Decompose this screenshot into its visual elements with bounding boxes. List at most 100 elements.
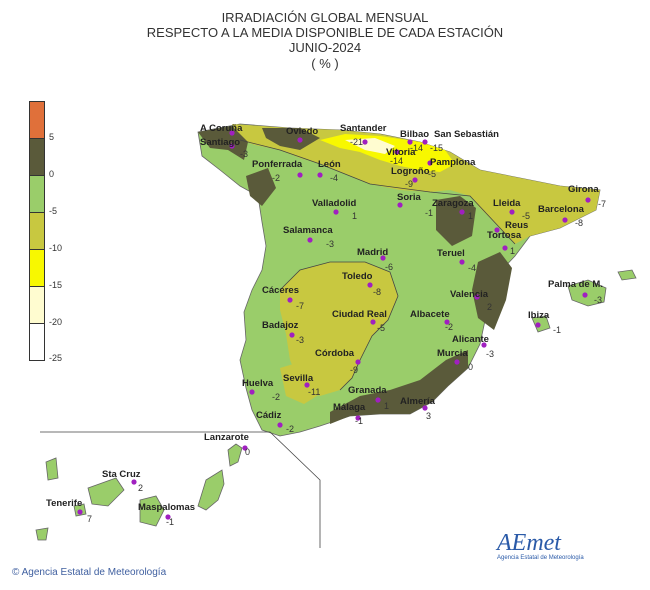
- canary-inset-frame: [40, 431, 321, 548]
- station-name: Almería: [400, 396, 436, 407]
- station-marker: [77, 509, 83, 515]
- olive-zone-center: [280, 262, 398, 396]
- legend-tick: -20: [49, 317, 63, 327]
- station-marker: [535, 322, 541, 328]
- station-marker: [585, 197, 591, 203]
- station-marker: [481, 342, 487, 348]
- station-name: Pamplona: [430, 157, 476, 168]
- station-marker: [562, 217, 568, 223]
- station-value: 2: [487, 302, 492, 312]
- logo-text: AEmet: [497, 530, 561, 556]
- station-name: Madrid: [357, 247, 388, 258]
- station-value: -1: [355, 416, 363, 426]
- station-name: Sevilla: [283, 373, 314, 384]
- station-value: 3: [426, 411, 431, 421]
- station-name: Córdoba: [315, 348, 355, 359]
- legend-tick: -5: [49, 206, 58, 216]
- station-marker: [304, 382, 310, 388]
- station-marker: [355, 415, 361, 421]
- station-value: -9: [350, 365, 358, 375]
- legend-swatch-7: [29, 324, 45, 361]
- station-name: San Sebastián: [434, 129, 499, 140]
- canary-el-hierro: [35, 527, 49, 541]
- station-name: Logroño: [391, 166, 430, 177]
- station-value: -7: [296, 301, 304, 311]
- station-value: -2: [445, 322, 453, 332]
- map-title-line1: IRRADIACIÓN GLOBAL MENSUAL: [221, 10, 429, 25]
- station-name: Lanzarote: [204, 432, 249, 443]
- dark-zone-galicia: [198, 126, 248, 160]
- station-name: Toledo: [342, 271, 373, 282]
- station-name: Bilbao: [400, 129, 429, 140]
- station-name: Vitoria: [386, 147, 416, 158]
- station-value: 1: [468, 211, 473, 221]
- station-marker: [412, 177, 418, 183]
- station-marker: [509, 209, 515, 215]
- station-value: -3: [326, 239, 334, 249]
- station-name: Valladolid: [312, 198, 357, 209]
- legend-swatch-2: [29, 139, 45, 176]
- canary-fuerteventura: [197, 469, 225, 511]
- station-marker: [582, 292, 588, 298]
- map-title-date: JUNIO-2024: [288, 40, 362, 55]
- station-value: 0: [245, 447, 250, 457]
- station-marker: [397, 202, 403, 208]
- station-marker: [165, 514, 171, 520]
- station-value: -15: [430, 143, 443, 153]
- station-marker: [380, 255, 386, 261]
- station-name: Cáceres: [262, 285, 299, 296]
- station-value: 0: [468, 362, 473, 372]
- station-value: 7: [87, 514, 92, 524]
- legend-swatch-3: [29, 176, 45, 213]
- station-name: Salamanca: [283, 225, 333, 236]
- isoline: [279, 261, 399, 391]
- legend-tick: 0: [49, 169, 55, 179]
- station-marker: [229, 130, 235, 136]
- canary-gran-canaria: [139, 495, 165, 527]
- station-name: A Coruña: [200, 123, 243, 134]
- footer-credit: © Agencia Estatal de Meteorología: [12, 567, 166, 578]
- station-value: -2: [286, 424, 294, 434]
- station-name: Lleida: [493, 198, 521, 209]
- station-marker: [454, 359, 460, 365]
- station-name: Ibiza: [528, 310, 550, 321]
- station-name: Palma de M.: [548, 279, 603, 290]
- station-name: Santiago: [200, 137, 240, 148]
- station-value: -8: [373, 287, 381, 297]
- station-marker: [407, 139, 413, 145]
- station-name: Málaga: [333, 402, 366, 413]
- legend-swatch-1: [29, 101, 45, 139]
- station-value: -9: [405, 179, 413, 189]
- pale-zone-north: [345, 138, 395, 154]
- station-marker: [459, 209, 465, 215]
- station-name: Santander: [340, 123, 387, 134]
- station-name: Valencia: [450, 289, 489, 300]
- station-marker: [297, 137, 303, 143]
- station-marker: [367, 282, 373, 288]
- station-value: -3: [240, 149, 248, 159]
- station-value: -5: [377, 323, 385, 333]
- legend-tick: 5: [49, 132, 55, 142]
- map-title-unit: ( % ): [311, 56, 339, 71]
- olive-zone-sevilla: [280, 362, 320, 404]
- station-value: -1: [425, 208, 433, 218]
- legend-tick: -10: [49, 243, 63, 253]
- station-name: Granada: [348, 385, 387, 396]
- station-value: -8: [575, 218, 583, 228]
- station-name: Oviedo: [286, 126, 318, 137]
- station-name: Ciudad Real: [332, 309, 387, 320]
- isoline: [239, 139, 516, 245]
- station-marker: [297, 172, 303, 178]
- station-value: -14: [410, 143, 423, 153]
- station-value: -5: [428, 169, 436, 179]
- station-value: 2: [138, 483, 143, 493]
- station-value: -6: [385, 262, 393, 272]
- station-marker: [494, 227, 500, 233]
- station-value: 1: [510, 246, 515, 256]
- dark-zone-zaragoza: [436, 196, 476, 246]
- station-marker: [474, 294, 480, 300]
- canary-la-palma: [45, 457, 59, 481]
- logo-subtitle: Agencia Estatal de Meteorología: [497, 555, 584, 561]
